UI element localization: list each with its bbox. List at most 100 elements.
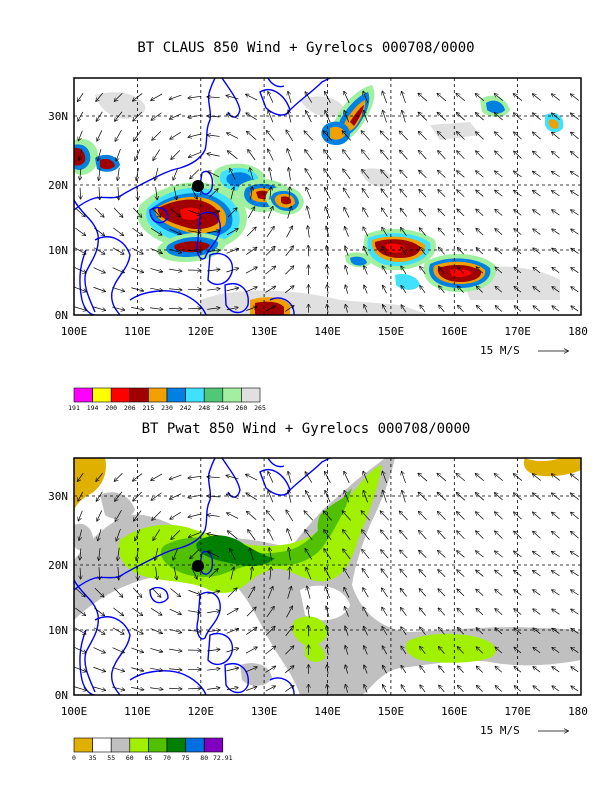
bottom-y-tick-labels: 0N 10N 20N 30N bbox=[48, 490, 68, 702]
wind-vector bbox=[150, 628, 163, 634]
wind-vector bbox=[381, 569, 389, 578]
wind-vector bbox=[419, 190, 427, 198]
wind-vector bbox=[571, 172, 579, 177]
wind-vector bbox=[477, 306, 483, 312]
wind-vector bbox=[207, 591, 219, 595]
wind-vector bbox=[382, 91, 388, 104]
wind-vector bbox=[266, 607, 274, 618]
wind-vector bbox=[189, 152, 201, 158]
wind-vector bbox=[155, 547, 159, 560]
wind-vector bbox=[190, 169, 200, 179]
wind-vector bbox=[305, 92, 313, 103]
wind-vector bbox=[514, 570, 522, 577]
wind-vector bbox=[93, 247, 105, 254]
wind-vector bbox=[514, 512, 522, 520]
wind-vector bbox=[437, 493, 446, 501]
wind-vector bbox=[169, 649, 181, 651]
wind-vector bbox=[382, 266, 388, 275]
top-x-tick-8: 180 bbox=[568, 325, 588, 338]
wind-vector bbox=[99, 187, 100, 199]
wind-vector bbox=[169, 289, 182, 290]
wind-vector bbox=[495, 132, 503, 140]
wind-vector bbox=[552, 493, 560, 500]
top-panel-title: BT CLAUS 850 Wind + Gyrelocs 000708/0000 bbox=[137, 40, 475, 56]
wind-vector bbox=[514, 267, 522, 274]
wind-vector bbox=[151, 93, 163, 100]
wind-vector bbox=[401, 666, 407, 674]
wind-vector bbox=[207, 289, 219, 291]
bottom-y-tick-1: 10N bbox=[48, 624, 68, 637]
wind-vector bbox=[74, 286, 86, 291]
wind-vector bbox=[571, 210, 579, 216]
wind-vector bbox=[268, 491, 274, 503]
wind-vector bbox=[173, 168, 179, 180]
wind-vector bbox=[98, 529, 102, 540]
wind-vector bbox=[75, 588, 85, 596]
wind-vector bbox=[327, 304, 328, 313]
wind-vector bbox=[533, 94, 541, 101]
wind-vector bbox=[419, 131, 427, 141]
wind-vector bbox=[74, 247, 86, 254]
wind-vector bbox=[74, 647, 86, 652]
wind-vector bbox=[513, 94, 522, 101]
wind-vector bbox=[437, 113, 446, 121]
wind-vector bbox=[325, 587, 330, 599]
wind-vector bbox=[552, 172, 560, 177]
wind-vector bbox=[419, 209, 427, 217]
wind-vector bbox=[227, 114, 239, 119]
wind-vector bbox=[150, 287, 162, 290]
wind-vector bbox=[248, 530, 256, 541]
wind-vector bbox=[227, 133, 239, 139]
wind-vector bbox=[552, 512, 560, 520]
wind-vector bbox=[571, 590, 579, 596]
wind-vector bbox=[150, 248, 163, 254]
wind-vector bbox=[131, 247, 143, 254]
wind-vector bbox=[305, 549, 313, 560]
wind-vector bbox=[207, 97, 220, 98]
wind-vector bbox=[364, 665, 368, 674]
wind-vector bbox=[571, 532, 579, 539]
wind-vector bbox=[438, 551, 446, 558]
wind-vector bbox=[308, 226, 310, 238]
wind-vector bbox=[495, 267, 503, 274]
wind-vector bbox=[288, 472, 292, 483]
wind-vector bbox=[286, 130, 294, 142]
wind-vector bbox=[533, 229, 541, 235]
wind-vector bbox=[345, 285, 347, 294]
wind-vector bbox=[458, 647, 464, 654]
wind-vector bbox=[286, 226, 292, 238]
wind-vector bbox=[169, 608, 182, 614]
top-y-tick-3: 30N bbox=[48, 110, 68, 123]
wind-vector bbox=[226, 288, 238, 292]
wind-vector bbox=[458, 305, 464, 312]
wind-vector bbox=[226, 229, 238, 236]
wind-vector bbox=[514, 151, 522, 159]
top-wind-vectors bbox=[74, 91, 579, 313]
wind-vector bbox=[246, 607, 256, 617]
wind-vector bbox=[458, 286, 464, 293]
wind-vector bbox=[248, 207, 254, 219]
legend-swatch bbox=[148, 387, 168, 403]
wind-vector bbox=[457, 228, 465, 236]
legend-swatch bbox=[129, 737, 149, 753]
wind-vector bbox=[226, 668, 238, 672]
wind-vector bbox=[169, 248, 181, 252]
wind-vector bbox=[457, 171, 465, 178]
wind-vector bbox=[265, 626, 275, 636]
bottom-panel-title: BT Pwat 850 Wind + Gyrelocs 000708/0000 bbox=[141, 421, 471, 437]
wind-vector bbox=[112, 647, 125, 653]
top-frame bbox=[73, 77, 582, 316]
wind-vector bbox=[361, 131, 371, 141]
wind-vector bbox=[325, 472, 331, 483]
wind-vector bbox=[207, 250, 219, 252]
wind-vector bbox=[476, 647, 484, 654]
legend-label: 265 bbox=[254, 404, 266, 412]
wind-vector bbox=[438, 608, 446, 616]
bottom-map-panel bbox=[74, 458, 581, 695]
wind-vector bbox=[495, 229, 503, 235]
top-x-tick-0: 100E bbox=[61, 325, 88, 338]
wind-vector bbox=[289, 168, 291, 181]
wind-vector bbox=[267, 131, 275, 141]
wind-vector bbox=[246, 493, 257, 501]
wind-vector bbox=[533, 287, 541, 293]
